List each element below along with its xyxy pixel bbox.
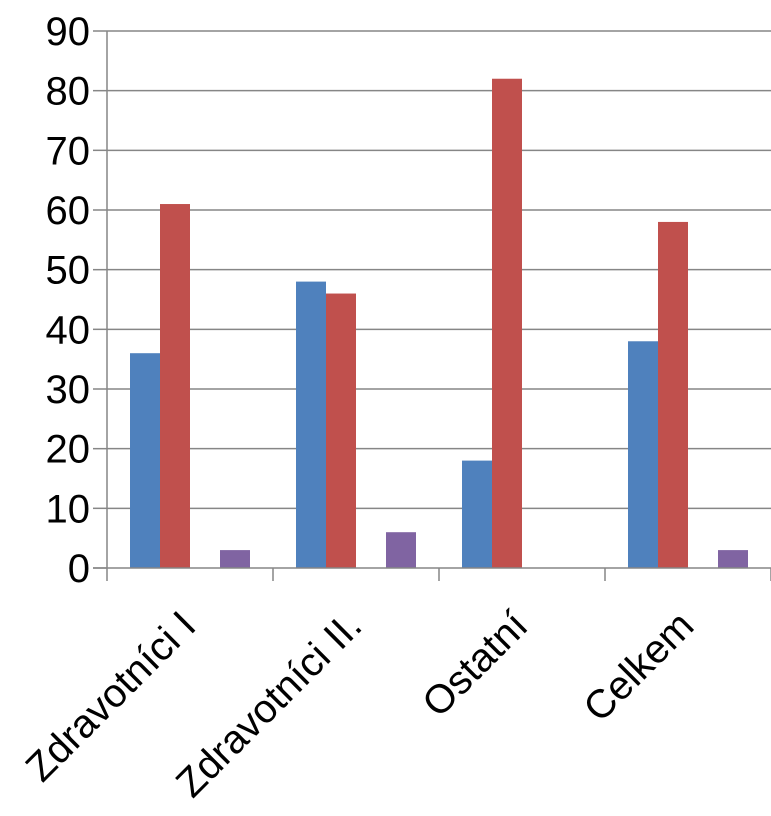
y-tick-label: 30 [46,368,91,412]
y-tick-label: 20 [46,428,91,472]
axes [93,30,771,581]
bar [386,532,416,568]
bar [160,204,190,569]
x-tick-label: Ostatní [414,603,536,725]
y-tick-label: 70 [46,129,91,173]
y-tick-label: 80 [46,70,91,114]
x-tick-label: Celkem [575,603,702,730]
bar [492,78,522,568]
bar [130,353,160,568]
bar [462,460,492,568]
y-tick-label: 60 [46,189,91,233]
y-tick-label: 90 [46,10,91,54]
bar [296,281,326,568]
y-tick-label: 10 [46,487,91,531]
bar [326,293,356,568]
y-tick-label: 50 [46,249,91,293]
bar [628,341,658,568]
bar [718,550,748,568]
y-tick-label: 0 [68,547,90,591]
bar [220,550,250,568]
bar [658,221,688,568]
x-tick-label: Zdravotníci I [18,603,205,790]
bars [130,78,748,569]
y-tick-label: 40 [46,308,91,352]
gridlines [107,30,771,510]
y-tick-labels: 0 10 20 30 40 50 60 70 80 90 [46,10,91,591]
